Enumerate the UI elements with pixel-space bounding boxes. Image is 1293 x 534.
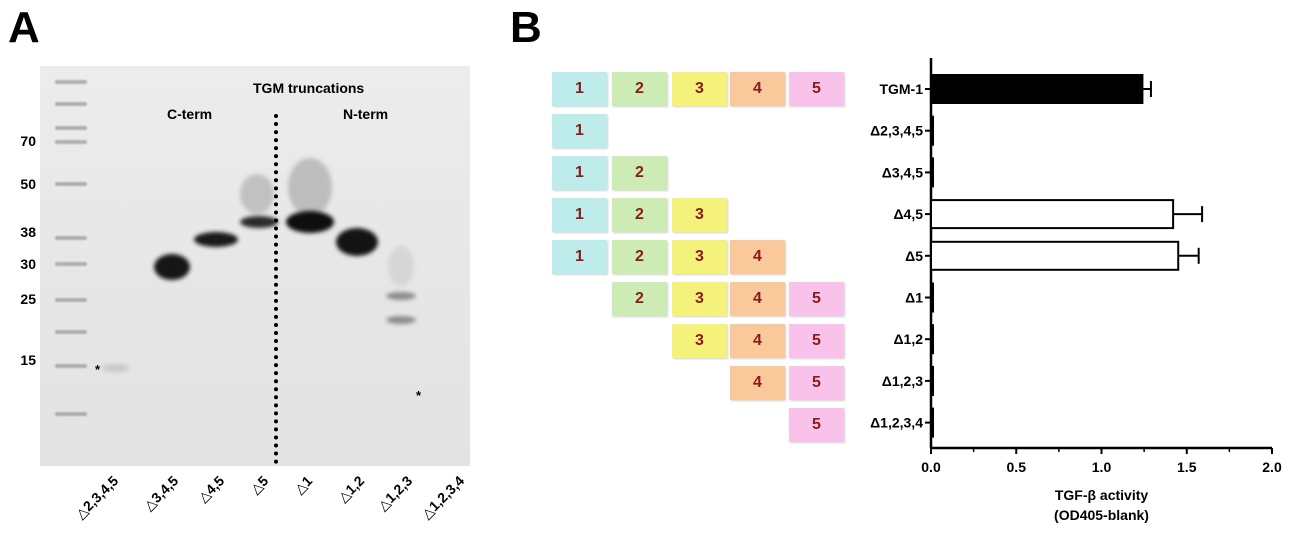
- bar-chart: 0.0 0.5 1.0 1.5 2.0 TGM-1 Δ2,3,4,5 Δ3,4,5 Δ4,5 Δ5…: [870, 58, 1282, 523]
- ladder-band: [55, 236, 87, 240]
- domain-box-3: 3: [672, 324, 727, 358]
- band-lane-7a: [386, 292, 416, 300]
- mw-marker: 70: [20, 133, 36, 149]
- category-label: TGM-1: [879, 81, 923, 97]
- category-label: Δ1,2,3,4: [870, 415, 923, 431]
- domain-box-1: 1: [552, 240, 607, 274]
- bar: [930, 365, 934, 396]
- band-lane-3: [194, 232, 238, 247]
- x-tick-label: 0.0: [921, 459, 941, 475]
- lane-divider: [274, 114, 278, 464]
- domain-box-4: 4: [730, 366, 785, 400]
- ladder-band: [55, 140, 87, 144]
- bar: [930, 240, 1180, 271]
- bar: [930, 407, 934, 438]
- domain-box-3: 3: [672, 198, 727, 232]
- domain-box-2: 2: [612, 72, 667, 106]
- bar: [930, 115, 934, 146]
- n-term-label: N-term: [343, 106, 389, 122]
- mw-marker: 15: [20, 352, 36, 368]
- mw-marker: 30: [20, 256, 36, 272]
- ladder-band: [55, 182, 87, 186]
- domain-box-1: 1: [552, 156, 607, 190]
- band-lane-6: [336, 228, 378, 256]
- domain-box-1: 1: [552, 72, 607, 106]
- panel-a-letter: A: [8, 3, 40, 52]
- ladder-band: [55, 102, 87, 106]
- domain-box-2: 2: [612, 156, 667, 190]
- domain-box-5: 5: [789, 366, 844, 400]
- band-lane-4: [240, 216, 278, 228]
- band-lane-5-smear: [288, 158, 332, 216]
- domain-box-5: 5: [789, 282, 844, 316]
- ladder-band: [55, 80, 87, 84]
- x-axis-subtitle: (OD405-blank): [1054, 507, 1149, 523]
- mw-marker: 25: [20, 291, 36, 307]
- domain-box-5: 5: [789, 72, 844, 106]
- domain-box-3: 3: [672, 72, 727, 106]
- band-lane-2: [154, 254, 190, 280]
- domain-box-4: 4: [730, 324, 785, 358]
- bar: [930, 74, 1144, 104]
- domain-box-4: 4: [730, 240, 785, 274]
- star-marker: *: [95, 362, 101, 377]
- domain-box-2: 2: [612, 198, 667, 232]
- ladder-band: [55, 126, 87, 130]
- lane-label: △1,2,3,4: [418, 472, 468, 522]
- x-axis-title: TGF-β activity: [1055, 487, 1149, 503]
- band-lane-5: [286, 211, 334, 233]
- bar: [930, 282, 934, 313]
- domain-box-3: 3: [672, 282, 727, 316]
- category-label: Δ2,3,4,5: [870, 123, 923, 139]
- c-term-label: C-term: [167, 106, 213, 122]
- x-tick-label: 1.5: [1177, 459, 1197, 475]
- domain-box-2: 2: [612, 282, 667, 316]
- star-marker: *: [416, 388, 422, 403]
- mw-marker: 50: [20, 176, 36, 192]
- band-lane-7b: [386, 316, 416, 324]
- ladder-band: [55, 364, 87, 368]
- bar: [930, 324, 934, 355]
- category-label: Δ5: [905, 248, 923, 264]
- ladder-band: [55, 298, 87, 302]
- ladder-band: [55, 262, 87, 266]
- bar: [930, 199, 1175, 230]
- western-blot: * *: [40, 66, 470, 466]
- category-label: Δ3,4,5: [882, 164, 923, 180]
- band-lane-1-faint: [102, 364, 130, 372]
- category-label: Δ4,5: [893, 206, 923, 222]
- x-tick-label: 1.0: [1092, 459, 1112, 475]
- x-tick-label: 2.0: [1262, 459, 1282, 475]
- ladder-band: [55, 412, 87, 416]
- category-label: Δ1: [905, 290, 923, 306]
- bar: [930, 157, 934, 188]
- band-lane-4-smear: [240, 174, 274, 214]
- band-lane-7-faint: [388, 246, 414, 286]
- domain-box-3: 3: [672, 240, 727, 274]
- x-tick-label: 0.5: [1007, 459, 1027, 475]
- ladder-band: [55, 330, 87, 334]
- domain-box-1: 1: [552, 114, 607, 148]
- blot-header: TGM truncations: [253, 80, 365, 96]
- domain-box-2: 2: [612, 240, 667, 274]
- lane-label: △2,3,4,5: [72, 472, 122, 522]
- domain-box-4: 4: [730, 282, 785, 316]
- domain-box-5: 5: [789, 408, 844, 442]
- domain-box-4: 4: [730, 72, 785, 106]
- domain-box-1: 1: [552, 198, 607, 232]
- category-label: Δ1,2,3: [882, 373, 923, 389]
- panel-b-letter: B: [510, 3, 542, 52]
- domain-box-5: 5: [789, 324, 844, 358]
- category-label: Δ1,2: [893, 331, 923, 347]
- mw-marker: 38: [20, 224, 36, 240]
